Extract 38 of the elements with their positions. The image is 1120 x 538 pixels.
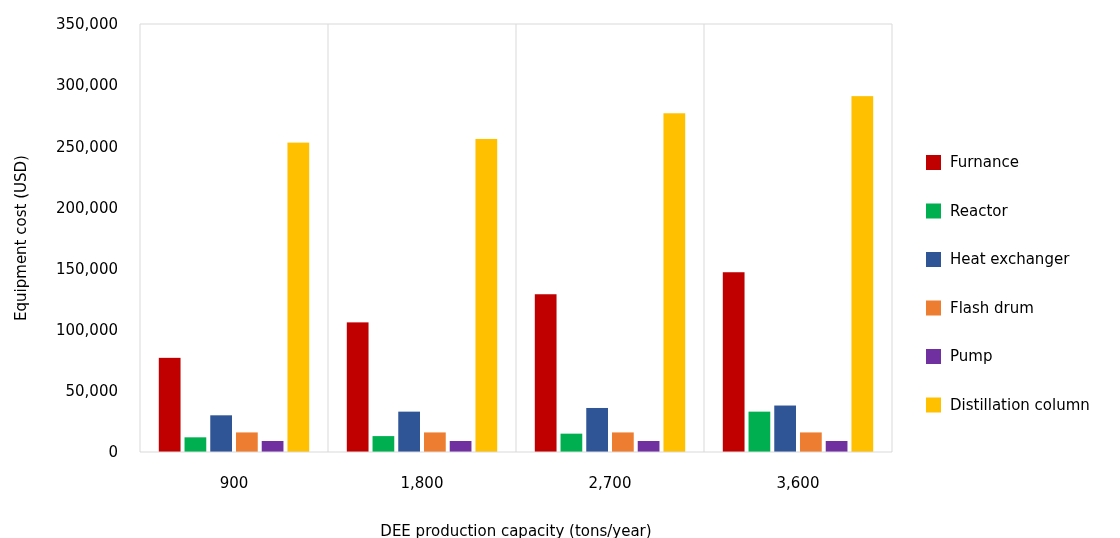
legend-label: Furnance — [950, 153, 1019, 172]
legend-label: Heat exchanger — [950, 250, 1071, 269]
y-tick-label: 350,000 — [55, 15, 118, 34]
bar — [748, 411, 771, 452]
bar — [800, 432, 822, 452]
legend-label: Distillation column — [950, 395, 1090, 414]
legend-label: Reactor — [950, 201, 1009, 220]
x-tick-label: 1,800 — [400, 474, 444, 492]
bar — [184, 437, 207, 452]
bar — [534, 294, 557, 452]
x-tick-label: 900 — [219, 474, 249, 492]
bar — [722, 272, 745, 452]
y-tick-label: 300,000 — [55, 76, 118, 95]
bar — [398, 411, 420, 452]
x-tick-label: 3,600 — [776, 474, 820, 492]
bar — [210, 415, 232, 452]
bar — [774, 405, 796, 452]
bar — [475, 138, 498, 452]
y-tick-label: 150,000 — [55, 259, 118, 278]
bar — [851, 96, 874, 452]
legend-label: Flash drum — [950, 298, 1034, 317]
bar — [424, 432, 446, 452]
y-tick-label: 250,000 — [55, 137, 118, 156]
y-tick-label: 200,000 — [55, 198, 118, 217]
bar — [372, 436, 395, 452]
y-tick-label: 50,000 — [65, 382, 118, 401]
bar — [586, 407, 608, 452]
y-tick-label: 100,000 — [55, 320, 118, 339]
bar — [158, 357, 181, 452]
bar — [236, 432, 258, 452]
x-tick-label: 2,700 — [588, 474, 632, 492]
bar — [663, 113, 686, 452]
y-tick-label: 0 — [108, 443, 118, 462]
y-axis-title: Equipment cost (USD) — [12, 155, 30, 321]
bar — [287, 142, 310, 452]
bar — [346, 322, 369, 452]
legend-label: Pump — [950, 347, 993, 366]
bar — [612, 432, 634, 452]
